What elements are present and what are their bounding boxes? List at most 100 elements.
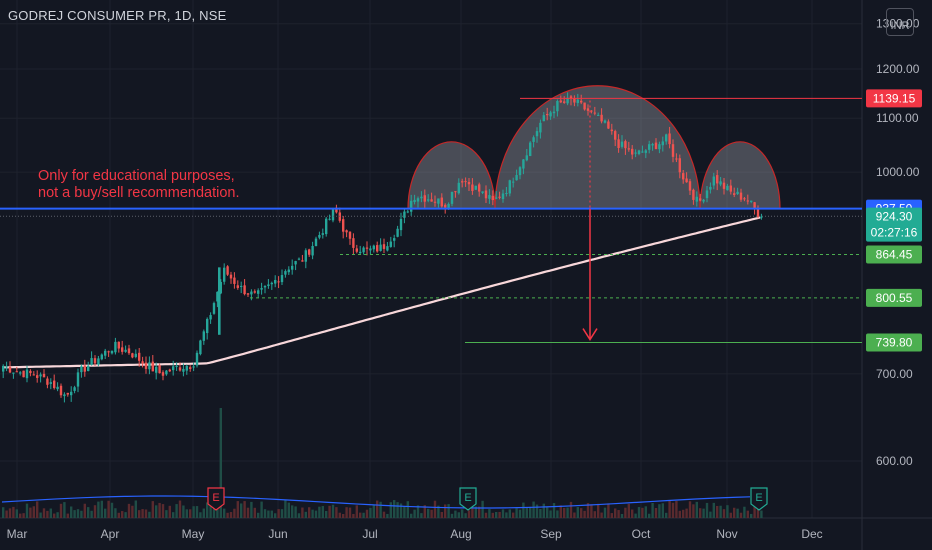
currency-badge[interactable]: INR <box>886 8 914 36</box>
candle-body <box>287 269 290 273</box>
volume-bar <box>695 501 698 518</box>
candle-body <box>634 152 637 154</box>
candle-body <box>437 198 440 204</box>
volume-bar <box>107 500 110 518</box>
candle-body <box>93 358 97 364</box>
candle-body <box>121 347 124 352</box>
volume-bar <box>736 508 739 518</box>
candle-body <box>501 193 505 200</box>
candle-body <box>325 218 328 235</box>
volume-bar <box>406 501 409 518</box>
candle-body <box>359 251 362 254</box>
candle-body <box>406 211 409 213</box>
candle-body <box>756 207 760 217</box>
earnings-marker-label: E <box>212 492 219 504</box>
candle-body <box>648 144 651 150</box>
time-tick-label: Oct <box>632 527 651 541</box>
earnings-marker: E <box>459 487 477 511</box>
earnings-gap-candle <box>218 267 221 335</box>
candle-body <box>240 285 243 287</box>
volume-bar <box>726 505 729 518</box>
volume-bar <box>393 500 396 518</box>
volume-bar <box>495 511 498 518</box>
volume-bar <box>274 513 277 518</box>
volume-bar <box>56 512 59 518</box>
volume-bar <box>583 510 586 518</box>
volume-bar <box>634 513 637 518</box>
volume-bar <box>614 508 617 518</box>
candle-body <box>277 281 280 283</box>
candle-body <box>39 374 42 377</box>
volume-bar <box>131 505 134 518</box>
candle-body <box>675 158 678 160</box>
price-label: 1139.15 <box>866 89 922 108</box>
left-shoulder-arc <box>407 141 496 210</box>
volume-bar <box>22 513 25 518</box>
candle-body <box>580 100 583 103</box>
volume-bar <box>328 505 331 518</box>
candle-body <box>195 352 199 366</box>
candle-body <box>573 98 576 103</box>
volume-bar <box>253 507 256 518</box>
volume-bar <box>355 505 358 518</box>
candle-body <box>382 244 386 249</box>
time-axis: Mar Apr May Jun Jul Aug Sep Oct Nov Dec <box>7 527 823 541</box>
candle-body <box>624 141 627 149</box>
candle-body <box>342 219 345 232</box>
volume-bar <box>124 512 127 518</box>
volume-bar <box>314 510 318 518</box>
volume-bar <box>685 508 688 518</box>
volume-bar <box>498 511 501 518</box>
candle-body <box>172 366 175 371</box>
candle-body <box>427 199 430 201</box>
candle-body <box>331 209 335 221</box>
time-tick-label: Jul <box>362 527 377 541</box>
volume-bar <box>467 510 471 518</box>
volume-bar <box>699 508 702 518</box>
time-tick-label: Jun <box>268 527 287 541</box>
candle-body <box>2 365 5 372</box>
volume-bar <box>93 505 97 518</box>
volume-bar <box>90 510 93 518</box>
candle-body <box>250 291 253 295</box>
volume-bar <box>301 507 304 518</box>
candle-body <box>610 129 613 132</box>
candle-body <box>182 368 185 372</box>
candle-body <box>12 372 15 374</box>
earnings-marker: E <box>207 487 225 511</box>
grid-lines <box>0 0 862 518</box>
volume-bar <box>287 502 290 518</box>
volume-bar <box>546 507 549 518</box>
volume-bar <box>474 506 477 518</box>
candle-body <box>22 370 25 378</box>
candle-body <box>362 247 365 253</box>
candle-body <box>148 362 151 370</box>
candle-body <box>491 195 494 201</box>
candle-body <box>206 318 209 334</box>
candle-body <box>97 358 100 365</box>
price-label: 924.30 02:27:16 <box>866 207 922 242</box>
candle-body <box>586 108 590 111</box>
volume-bar <box>709 511 712 518</box>
price-label-box <box>866 89 922 108</box>
volume-bar <box>399 503 403 518</box>
candle-body <box>219 282 222 294</box>
price-label-text: 924.30 <box>876 210 913 224</box>
volume-bar <box>658 504 661 518</box>
price-tick-label: 600.00 <box>876 454 913 468</box>
candle-body <box>76 372 80 387</box>
volume-bar <box>552 503 556 518</box>
candle-body <box>49 382 52 384</box>
candle-body <box>304 250 307 262</box>
candle-body <box>474 185 477 190</box>
volume-bar <box>369 507 372 518</box>
volume-bar <box>542 503 545 518</box>
candle-body <box>668 133 671 145</box>
volume-bar <box>246 507 250 518</box>
volume-bar <box>420 513 423 518</box>
volume-bar <box>461 509 464 518</box>
volume-bar <box>603 507 607 518</box>
volume-bar <box>637 507 641 518</box>
